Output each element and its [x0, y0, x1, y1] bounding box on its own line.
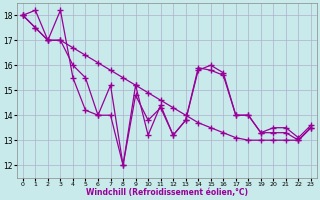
- X-axis label: Windchill (Refroidissement éolien,°C): Windchill (Refroidissement éolien,°C): [86, 188, 248, 197]
